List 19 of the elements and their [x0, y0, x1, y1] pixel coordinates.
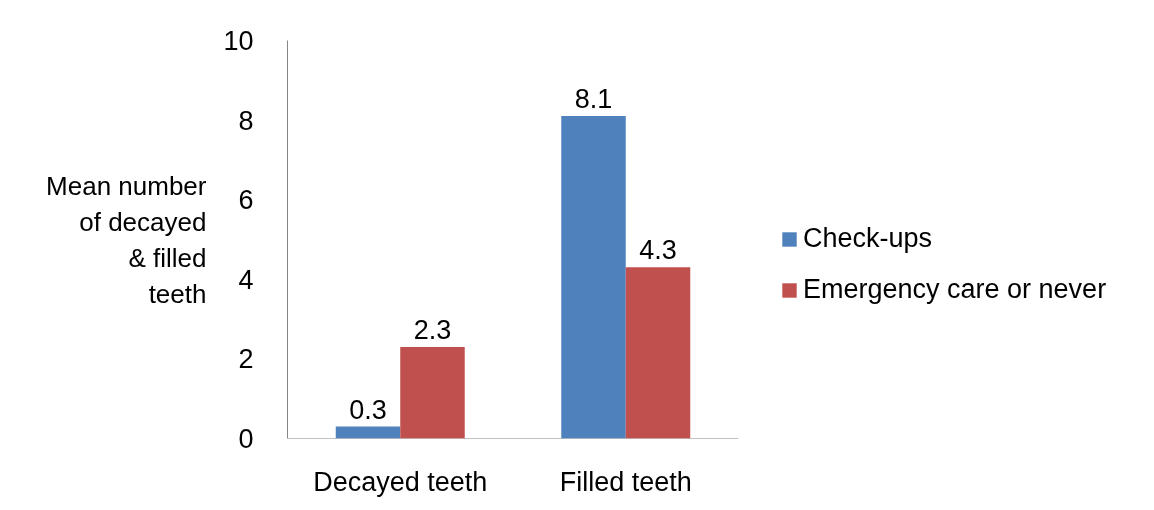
bar	[335, 426, 401, 439]
bar	[400, 346, 465, 439]
data-label: 2.3	[413, 314, 452, 345]
x-tick-label: Decayed teeth	[313, 466, 488, 497]
legend-label: Emergency care or never	[803, 274, 1107, 305]
data-label: 4.3	[639, 235, 677, 266]
y-tick-label: 0	[238, 424, 254, 454]
y-tick-label: 6	[238, 185, 254, 216]
y-tick-label: 4	[238, 264, 254, 295]
y-tick-label: 10	[223, 26, 254, 56]
y-axis-title: Mean number of decayed & filled teeth	[46, 170, 207, 309]
x-tick-label: Filled teeth	[559, 466, 692, 497]
legend-label: Check-ups	[803, 223, 933, 254]
bar	[625, 267, 691, 439]
y-tick-label: 8	[238, 105, 254, 136]
data-label: 0.3	[349, 394, 387, 425]
data-label: 8.1	[574, 84, 613, 115]
y-tick-label: 2	[238, 344, 254, 375]
bar	[561, 116, 626, 439]
